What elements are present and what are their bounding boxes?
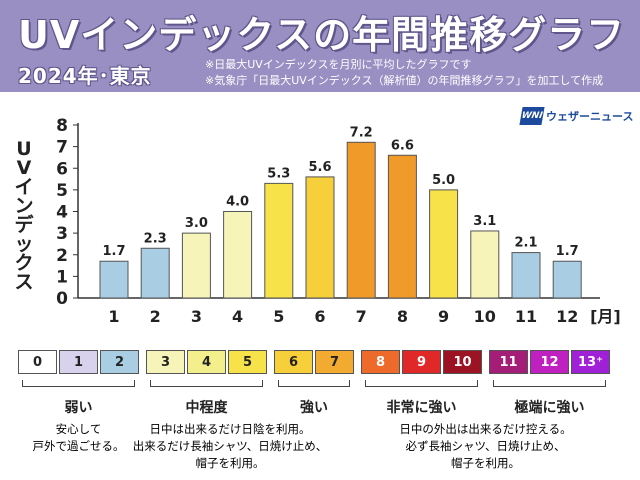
- bar-1: [99, 260, 129, 299]
- x-tick-label-11: 11: [515, 307, 537, 326]
- category-description-1: 日中は出来るだけ日陰を利用。出来るだけ長袖シャツ、日焼け止め、 帽子を利用。: [110, 421, 350, 472]
- x-tick-label-6: 6: [314, 307, 325, 326]
- category-bracket: [150, 380, 263, 387]
- x-tick-label-4: 4: [232, 307, 243, 326]
- x-tick-label-5: 5: [273, 307, 284, 326]
- x-tick-label-10: 10: [474, 307, 496, 326]
- data-label-11: 2.1: [514, 236, 537, 251]
- uv-category-2: 強い: [269, 380, 359, 417]
- y-tick-label: 8: [56, 116, 68, 136]
- x-tick-label-9: 9: [438, 307, 449, 326]
- bar-4: [223, 211, 253, 299]
- x-tick-label-1: 1: [108, 307, 119, 326]
- data-label-6: 5.6: [308, 160, 331, 175]
- data-label-5: 5.3: [267, 166, 290, 181]
- uv-level-3-cell: 3: [146, 350, 185, 374]
- uv-level-13-cell: 13⁺: [571, 350, 610, 374]
- category-bracket: [493, 380, 606, 387]
- x-tick-label-12: 12: [556, 307, 578, 326]
- bar-6: [305, 176, 335, 299]
- bar-9: [429, 189, 459, 299]
- bar-7: [346, 141, 376, 299]
- uv-level-1-cell: 1: [59, 350, 98, 374]
- chart-title: UVインデックスの年間推移グラフ: [18, 13, 626, 57]
- uv-category-0: 弱い: [18, 380, 139, 417]
- y-tick-label: 7: [56, 138, 68, 158]
- category-name: 極端に強い: [514, 400, 585, 416]
- bar-12: [552, 260, 582, 299]
- data-label-7: 7.2: [350, 125, 373, 140]
- description-line: 戸外で過ごせる。: [32, 439, 125, 453]
- weathernews-logo: WNI ウェザーニュース: [519, 105, 634, 127]
- uv-level-10-cell: 10: [443, 350, 482, 374]
- y-tick-label: 0: [56, 289, 68, 309]
- data-label-1: 1.7: [102, 244, 125, 259]
- uv-level-7-cell: 7: [315, 350, 354, 374]
- description-line: 安心して: [55, 422, 102, 436]
- description-line: 帽子を利用。: [195, 456, 265, 470]
- category-name: 中程度: [185, 400, 228, 416]
- data-label-8: 6.6: [391, 138, 414, 153]
- bar-5: [264, 182, 294, 299]
- x-tick-label-8: 8: [397, 307, 408, 326]
- bar-chart: 0123456781.712.323.034.045.355.667.276.6…: [56, 116, 621, 326]
- bar-8: [387, 154, 417, 299]
- uv-level-4-cell: 4: [187, 350, 226, 374]
- description-line: 出来るだけ長袖シャツ、日焼け止め、: [132, 439, 328, 453]
- description-line: 帽子を利用。: [451, 456, 520, 470]
- data-label-3: 3.0: [185, 216, 208, 231]
- description-line: 必ず長袖シャツ、日焼け止め、: [405, 439, 566, 453]
- uv-level-12-cell: 12: [530, 350, 569, 374]
- x-axis-unit: [月]: [590, 307, 621, 326]
- y-tick-label: 5: [56, 181, 68, 201]
- y-tick-label: 2: [56, 246, 68, 266]
- description-line: 日中の外出は出来るだけ控える。: [399, 422, 572, 436]
- header-banner: UVインデックスの年間推移グラフ 2024年･東京 ※日最大UVインデックスを月…: [0, 0, 640, 92]
- y-tick-label: 1: [56, 267, 68, 287]
- y-tick-label: 6: [56, 159, 68, 179]
- uv-category-3: 非常に強い: [361, 380, 482, 417]
- category-name: 非常に強い: [386, 400, 457, 416]
- data-label-10: 3.1: [473, 214, 496, 229]
- uv-level-5-cell: 5: [228, 350, 267, 374]
- uv-level-6-cell: 6: [274, 350, 313, 374]
- category-name: 弱い: [64, 400, 93, 416]
- bar-10: [470, 230, 500, 299]
- data-label-4: 4.0: [226, 195, 249, 210]
- uv-level-0-cell: 0: [18, 350, 57, 374]
- uv-level-11-cell: 11: [489, 350, 528, 374]
- category-name: 強い: [300, 400, 328, 416]
- category-description-0: 安心して戸外で過ごせる。: [0, 421, 199, 455]
- data-label-9: 5.0: [432, 173, 455, 188]
- description-line: 日中は出来るだけ日陰を利用。: [149, 422, 311, 436]
- note-line-2: ※気象庁「日最大UVインデックス（解析値）の年間推移グラフ」を加工して作成: [205, 74, 604, 87]
- x-tick-label-7: 7: [356, 307, 367, 326]
- uv-level-2-cell: 2: [100, 350, 139, 374]
- uv-level-9-cell: 9: [402, 350, 441, 374]
- category-bracket: [278, 380, 350, 387]
- bar-2: [140, 247, 170, 299]
- y-tick-label: 4: [56, 203, 68, 223]
- uv-level-8-cell: 8: [361, 350, 400, 374]
- data-label-2: 2.3: [144, 231, 167, 246]
- bar-3: [181, 232, 211, 299]
- data-label-12: 1.7: [556, 244, 579, 259]
- chart-subtitle: 2024年･東京: [18, 64, 152, 88]
- note-line-1: ※日最大UVインデックスを月別に平均したグラフです: [205, 58, 472, 71]
- bar-11: [511, 252, 541, 299]
- y-tick-label: 3: [56, 224, 68, 244]
- category-bracket: [22, 380, 135, 387]
- uv-category-1: 中程度: [146, 380, 267, 417]
- category-bracket: [365, 380, 478, 387]
- x-tick-label-2: 2: [150, 307, 161, 326]
- category-description-3: 日中の外出は出来るだけ控える。 必ず長袖シャツ、日焼け止め、 帽子を利用。: [366, 421, 606, 472]
- logo-text: ウェザーニュース: [546, 110, 634, 123]
- x-tick-label-3: 3: [191, 307, 202, 326]
- uv-category-4: 極端に強い: [489, 380, 610, 417]
